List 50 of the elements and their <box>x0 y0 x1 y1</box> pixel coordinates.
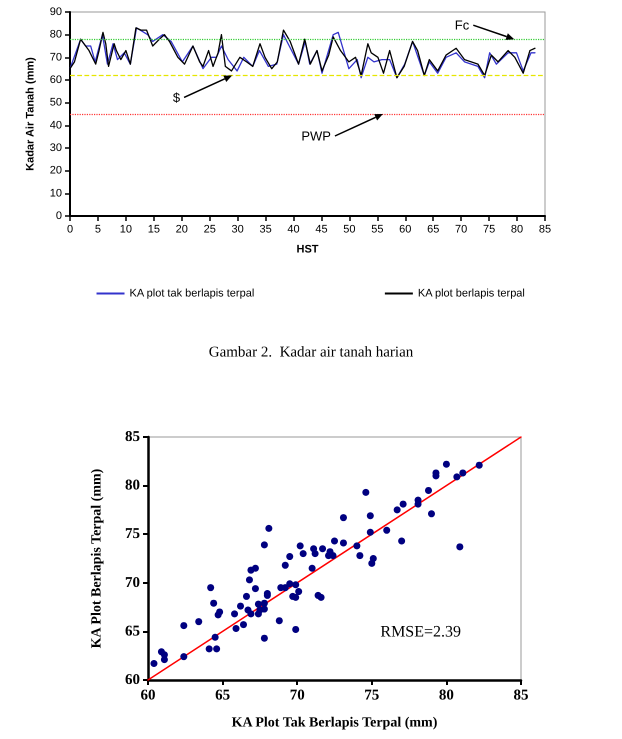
x-tick-label: 70 <box>455 224 468 236</box>
x-tick-label: 20 <box>176 224 188 236</box>
x-tick-label: 70 <box>290 688 305 704</box>
y-tick-label: 75 <box>125 526 140 542</box>
x-tick-label: 0 <box>66 224 74 236</box>
x-tick-label: 65 <box>215 688 230 704</box>
x-tick-label: 15 <box>148 224 160 236</box>
x-tick-label: 35 <box>259 224 272 236</box>
x-tick-label: 80 <box>510 224 524 236</box>
x-tick-label: 85 <box>514 688 528 704</box>
annotation: RMSE=2.39 <box>380 624 461 640</box>
y-tick-label: 65 <box>125 623 140 640</box>
y-tick-label: 90 <box>50 6 62 18</box>
legend-label: KA plot tak berlapis terpal <box>130 288 254 300</box>
legend-label: KA plot berlapis terpal <box>418 288 525 300</box>
x-tick-label: 40 <box>287 224 300 236</box>
y-tick-label: 85 <box>125 429 140 445</box>
y-tick-label: 0 <box>56 210 62 222</box>
annotation: PWP <box>301 128 331 144</box>
x-tick-label: 60 <box>140 688 156 704</box>
y-tick-label: 20 <box>50 164 62 177</box>
y-axis-title: Kadar Air Tanah (mm) <box>24 56 36 171</box>
y-tick-label: 60 <box>125 672 140 688</box>
x-axis-title: KA Plot Tak Berlapis Terpal (mm) <box>232 716 438 730</box>
annotation: $ <box>172 90 181 105</box>
y-tick-label: 80 <box>125 478 140 494</box>
x-tick-label: 65 <box>427 224 440 236</box>
y-tick-label: 30 <box>50 142 62 154</box>
x-tick-label: 85 <box>538 224 552 236</box>
y-tick-label: 70 <box>50 51 62 64</box>
annotation: Fc <box>454 18 470 33</box>
x-tick-label: 80 <box>438 688 454 704</box>
y-tick-label: 50 <box>50 96 62 109</box>
x-tick-label: 60 <box>399 224 412 236</box>
x-tick-label: 5 <box>94 224 102 236</box>
text: Gambar 2. Kadar air tanah harian <box>208 344 414 360</box>
x-tick-label: 50 <box>343 224 356 236</box>
y-tick-label: 60 <box>50 74 62 86</box>
y-tick-label: 40 <box>50 119 62 132</box>
x-tick-label: 30 <box>232 224 244 236</box>
y-tick-label: 10 <box>50 187 62 200</box>
x-tick-label: 55 <box>371 224 384 236</box>
y-tick-label: 80 <box>50 28 62 41</box>
x-tick-label: 25 <box>204 224 216 236</box>
x-axis-title: HST <box>296 244 319 256</box>
x-tick-label: 75 <box>482 224 496 236</box>
x-tick-label: 75 <box>364 688 380 704</box>
y-tick-label: 70 <box>125 574 140 591</box>
x-tick-label: 45 <box>315 224 328 236</box>
y-axis-title: KA Plot Berlapis Terpal (mm) <box>90 468 104 648</box>
